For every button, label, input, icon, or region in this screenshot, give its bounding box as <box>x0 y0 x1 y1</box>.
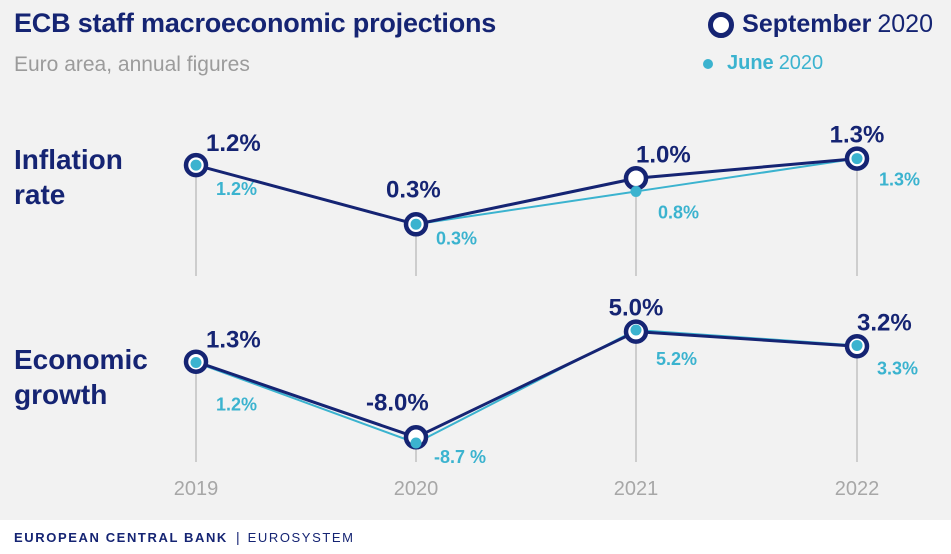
legend-item-june: June 2020 <box>703 52 823 75</box>
june-data-label: 1.3% <box>879 170 920 190</box>
september-data-label: 1.3% <box>206 327 261 354</box>
june-point <box>410 218 422 230</box>
june-point <box>190 357 202 369</box>
panel-label-line: Inflation <box>14 144 123 175</box>
x-tick-label: 2019 <box>174 478 219 500</box>
projection-chart: 1.2% 0.3% 1.0% 1.3% 1.2% 0.3% 0.8% 1.3% 1.3% -8.0… <box>174 122 920 500</box>
september-data-label: 0.3% <box>386 176 441 203</box>
june-data-label: 3.3% <box>877 358 918 378</box>
september-series-line <box>195 330 858 439</box>
chart-title: ECB staff macroeconomic projections <box>14 8 497 38</box>
september-data-label: 5.0% <box>609 295 664 322</box>
legend-september-year: 2020 <box>877 10 933 38</box>
x-tick-label: 2020 <box>394 478 439 500</box>
june-data-label: 0.3% <box>436 228 477 248</box>
june-data-label: 5.2% <box>656 349 697 369</box>
september-point <box>623 166 649 191</box>
september-data-label: 1.3% <box>830 122 885 149</box>
hollow-circle-marker-icon <box>708 11 735 38</box>
footer-divider: | <box>235 529 240 545</box>
footer-org: EUROPEAN CENTRAL BANK <box>14 529 228 545</box>
panel-label-line: Economic <box>14 344 148 375</box>
september-data-label: 1.2% <box>206 130 261 157</box>
legend-item-september: September 2020 <box>708 10 933 39</box>
footer-system: EUROSYSTEM <box>247 529 355 545</box>
legend-june-year: 2020 <box>778 52 824 74</box>
september-data-label: -8.0% <box>366 389 429 416</box>
x-tick-label: 2021 <box>614 478 659 500</box>
september-series-line <box>195 157 858 226</box>
september-data-label: 3.2% <box>857 309 912 336</box>
panel-label-line: growth <box>14 379 108 410</box>
june-data-label: -8.7 % <box>434 447 486 467</box>
june-data-label: 1.2% <box>216 179 257 199</box>
legend-september-name: September <box>742 10 872 38</box>
june-data-label: 0.8% <box>658 202 699 222</box>
panel-label-inflation: Inflation rate <box>14 142 123 212</box>
september-data-label: 1.0% <box>636 141 691 168</box>
june-series-line <box>195 328 858 445</box>
june-data-label: 1.2% <box>216 395 257 415</box>
june-point <box>410 437 422 449</box>
legend: September 2020 June 2020 <box>663 10 933 80</box>
june-point <box>630 185 642 197</box>
june-point <box>630 324 642 336</box>
dot-marker-icon <box>703 58 713 69</box>
panel-label-growth: Economic growth <box>14 342 148 412</box>
june-point <box>851 153 863 165</box>
footer: EUROPEAN CENTRAL BANK | EUROSYSTEM <box>0 520 951 554</box>
x-tick-label: 2022 <box>835 478 880 500</box>
panel-label-line: rate <box>14 179 66 210</box>
june-point <box>190 159 202 171</box>
chart-subtitle: Euro area, annual figures <box>14 53 250 76</box>
june-point <box>851 339 863 351</box>
legend-june-name: June <box>727 52 774 74</box>
